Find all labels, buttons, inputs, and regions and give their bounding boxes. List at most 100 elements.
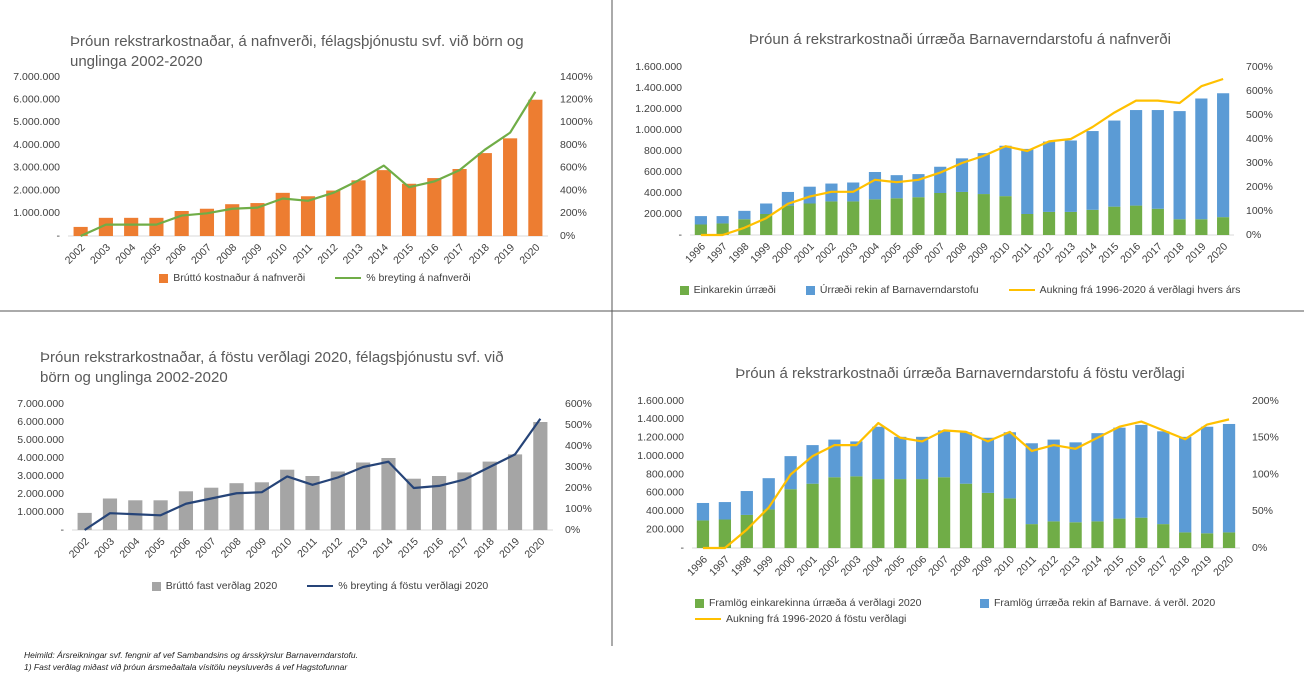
legend-swatch	[695, 598, 704, 608]
y2-tick-label: 500%	[565, 419, 592, 431]
bar-segment	[1151, 208, 1164, 235]
y2-tick-label: 300%	[1246, 157, 1273, 169]
bar-segment	[868, 172, 882, 200]
bar-segment	[977, 194, 990, 235]
y-tick-label: 400.000	[644, 187, 682, 199]
y-tick-label: 3.000.000	[17, 470, 64, 482]
bar-segment	[847, 201, 860, 235]
bar-segment	[784, 489, 797, 548]
x-tick-label: 2012	[320, 535, 345, 560]
bar	[507, 454, 523, 530]
bar-segment	[828, 477, 841, 548]
bar-segment	[716, 223, 729, 235]
y2-tick-label: 1000%	[560, 116, 593, 128]
legend-swatch	[695, 618, 721, 620]
y2-tick-label: 50%	[1252, 505, 1273, 517]
legend-swatch	[151, 581, 161, 591]
bar-segment	[1091, 433, 1104, 522]
legend-swatch	[335, 277, 362, 279]
legend-swatch	[1008, 289, 1035, 291]
x-tick-label: 2014	[1080, 553, 1105, 578]
bar	[149, 217, 164, 236]
x-tick-label: 2003	[835, 240, 860, 265]
y2-tick-label: 600%	[1246, 85, 1273, 97]
x-tick-label: 2009	[244, 535, 269, 560]
y2-tick-label: 600%	[565, 398, 592, 410]
y2-tick-label: 300%	[565, 461, 592, 473]
y2-tick-label: 100%	[1252, 468, 1279, 480]
x-tick-label: 2006	[164, 241, 189, 266]
bar-segment	[850, 476, 863, 548]
bar-segment	[1200, 533, 1214, 548]
bar-segment	[977, 153, 990, 195]
chart-title: Þróun á rekstrarkostnaði úrræða Barnaver…	[749, 31, 1171, 48]
line-series	[80, 91, 537, 238]
bar-segment	[1222, 423, 1236, 533]
x-tick-label: 1999	[751, 553, 776, 578]
y-tick-label: 1.200.000	[637, 432, 684, 444]
bar-segment	[762, 478, 775, 510]
bar-segment	[1135, 424, 1148, 518]
bar-segment	[937, 477, 951, 548]
x-tick-label: 2017	[446, 535, 471, 560]
y-tick-label: 1.600.000	[637, 395, 684, 407]
x-tick-label: 2013	[1058, 553, 1083, 578]
bar	[503, 138, 518, 236]
y-tick-label: 1.400.000	[635, 82, 682, 94]
legend-label: Brúttó fast verðlag 2020	[165, 580, 278, 592]
x-tick-label: 2017	[1140, 240, 1165, 265]
bar-segment	[1173, 111, 1186, 220]
y-tick-label: 800.000	[646, 468, 684, 480]
bar-segment	[696, 502, 710, 521]
bar-segment	[806, 483, 819, 548]
y-tick-label: 1.200.000	[635, 103, 682, 115]
y2-tick-label: 0%	[1252, 542, 1267, 554]
bar	[351, 180, 366, 236]
legend-item: Framlög úrræða rekin af Barnave. á verðl…	[980, 597, 1235, 609]
x-tick-label: 2007	[193, 535, 218, 560]
y-tick-label: 1.000.000	[17, 506, 64, 518]
legend-swatch	[307, 585, 334, 587]
bar-segment	[916, 436, 929, 480]
x-tick-label: 1996	[683, 240, 708, 265]
bar-segment	[1069, 442, 1082, 523]
y-tick-label: 2.000.000	[13, 184, 60, 196]
x-tick-label: 2010	[992, 553, 1017, 578]
y2-tick-label: 200%	[1252, 395, 1279, 407]
legend-label: % breyting á föstu verðlagi 2020	[338, 580, 489, 592]
y-tick-label: 7.000.000	[13, 71, 60, 83]
bar-segment	[1021, 214, 1034, 235]
x-tick-label: 2019	[497, 535, 522, 560]
note: Heimild: Ársreikningar svf. fengnir af v…	[24, 650, 359, 660]
legend-item: Úrræði rekin af Barnaverndarstofu	[805, 284, 979, 296]
bar-segment	[999, 196, 1012, 235]
line-series	[702, 418, 1230, 550]
x-tick-label: 2008	[214, 241, 239, 266]
bar-segment	[716, 216, 729, 224]
bar-segment	[1151, 110, 1164, 209]
x-tick-label: 2013	[345, 535, 370, 560]
x-tick-label: 1997	[707, 553, 732, 578]
bar	[406, 478, 421, 530]
legend-item: Framlög einkarekinna úrræða á verðlagi 2…	[695, 597, 950, 609]
bar-segment	[1086, 209, 1099, 235]
bar-segment	[1113, 427, 1126, 519]
legend-label: Einkarekin úrræði	[693, 284, 776, 296]
bar-segment	[1021, 148, 1034, 214]
bar-segment	[959, 483, 973, 548]
bar	[73, 226, 88, 236]
y-tick-label: 4.000.000	[13, 139, 60, 151]
x-tick-label: 2014	[371, 535, 396, 560]
x-tick-label: 2009	[240, 241, 265, 266]
bar-segment	[1091, 521, 1104, 548]
legend-item: Aukning frá 1996-2020 á verðlagi hvers á…	[1008, 284, 1240, 296]
bar-segment	[916, 479, 929, 548]
x-tick-label: 2020	[1205, 240, 1230, 265]
legend-label: % breyting á nafnverði	[366, 272, 471, 284]
bar-segment	[1108, 120, 1121, 207]
y2-tick-label: 400%	[565, 440, 592, 452]
x-tick-label: 2008	[944, 240, 969, 265]
bar-segment	[1042, 211, 1056, 235]
